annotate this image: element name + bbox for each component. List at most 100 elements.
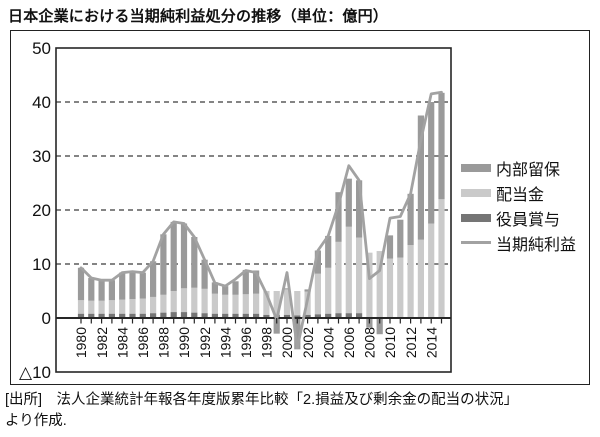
bar-segment-配当金-1987 [150,296,157,314]
y-tick-label-30: 30 [32,147,51,166]
bar-segment-内部留保-1982 [98,280,105,301]
bar-segment-内部留保-2012 [407,193,414,246]
legend-bar-swatch-icon [461,188,491,197]
x-tick-label-2004: 2004 [320,327,336,358]
y-tick-label-0: 0 [42,309,51,328]
bar-segment-配当金-1998 [263,291,270,315]
bar-segment-配当金-2006 [345,226,352,314]
bar-segment-内部留保-1993 [211,282,218,294]
bar-segment-内部留保-1983 [108,280,115,301]
legend-label: 内部留保 [496,161,561,179]
bar-segment-配当金-2010 [386,258,394,318]
bar-segment-内部留保-1985 [129,271,136,300]
x-tick-label-1988: 1988 [156,327,172,358]
bar-segment-配当金-1981 [88,300,95,314]
x-tick-label-1994: 1994 [217,327,233,358]
bar-segment-配当金-2005 [335,241,342,314]
source-caption-line1: [出所] 法人企業統計年報各年度版累年比較「2.損益及び剰余金の配当の状況」 [5,392,519,408]
bar-segment-内部留保-2004 [325,235,332,268]
x-tick-label-1982: 1982 [94,327,110,358]
bar-segment-内部留保-1990 [180,223,188,289]
bar-segment-配当金-1990 [180,288,188,313]
bar-segment-役員賞与-2004 [325,313,332,318]
bar-segment-配当金-1982 [98,300,105,314]
bar-segment-内部留保-1986 [139,272,146,299]
plot-border [55,47,452,373]
legend-bar-swatch-icon [461,213,491,222]
net-profit-line [79,90,443,350]
bar-segment-内部留保-2002 [304,289,311,292]
bar-segment-役員賞与-1990 [180,312,188,318]
chart-title: 日本企業における当期純利益処分の推移（単位：億円） [8,8,389,25]
bar-segment-内部留保-1999 [273,318,280,334]
bar-segment-役員賞与-1987 [150,313,157,318]
chart-frame: 50 40 30 20 10 0 △10 1980 1982 1984 1986 1988 1990 19… [10,30,590,385]
bar-segment-配当金-2001 [294,291,301,316]
bar-segment-役員賞与-2000 [283,314,291,318]
bar-segment-配当金-1996 [242,294,249,314]
bar-segment-役員賞与-1996 [242,313,249,318]
bar-segment-内部留保-2006 [345,178,352,227]
bar-segment-内部留保-1991 [191,237,198,288]
bar-segment-配当金-1994 [222,294,229,314]
bar-segment-役員賞与-1984 [119,313,126,318]
bar-segment-配当金-1993 [211,293,218,314]
bar-segment-内部留保-2010 [386,235,394,259]
bar-segment-内部留保-1989 [170,221,177,291]
bar-segment-配当金-1991 [191,287,198,313]
legend-label: 役員賞与 [496,211,561,229]
bar-segment-内部留保-1996 [242,269,249,295]
bar-segment-配当金-2014 [428,223,435,318]
bar-segment-配当金-1999 [273,291,280,315]
x-tick-label-1986: 1986 [135,327,151,358]
x-tick-label-2012: 2012 [403,327,419,358]
x-tick-label-1990: 1990 [176,327,192,358]
bar-segment-配当金-2003 [314,273,321,315]
x-tick-label-2014: 2014 [423,327,439,358]
y-tick-label-△10: △10 [19,363,51,382]
legend-item-1: 配当金 [461,183,576,204]
x-tick-label-1984: 1984 [114,327,130,358]
bar-segment-役員賞与-1982 [98,313,105,318]
legend-label: 当期純利益 [496,236,577,254]
bar-segment-内部留保-1995 [232,281,239,295]
legend-item-2: 役員賞与 [461,208,576,229]
bar-segment-役員賞与-1992 [201,313,208,318]
bar-segment-配当金-1992 [201,288,208,314]
y-tick-label-20: 20 [32,201,51,220]
bar-segment-内部留保-2009 [376,318,383,335]
bar-segment-役員賞与-1997 [253,313,260,318]
bar-segment-配当金-2011 [397,257,404,318]
bar-segment-配当金-2012 [407,245,414,318]
bar-segment-内部留保-2013 [417,115,424,240]
bar-segment-内部留保-2003 [314,250,321,274]
x-tick-label-1996: 1996 [238,327,254,358]
bar-segment-内部留保-2007 [356,180,363,238]
legend-item-0: 内部留保 [461,158,576,179]
legend-item-3: 当期純利益 [461,233,577,254]
bar-segment-役員賞与-2006 [345,313,352,318]
bar-segment-役員賞与-1993 [211,313,218,318]
bar-segment-内部留保-2014 [428,102,435,224]
bar-segment-役員賞与-2002 [304,314,311,318]
bar-segment-配当金-1980 [77,300,85,314]
bar-segment-役員賞与-1981 [88,313,95,318]
bar-segment-内部留保-1984 [119,272,126,300]
bar-segment-役員賞与-1998 [263,314,270,318]
legend-line-swatch-icon [461,241,491,244]
bar-segment-内部留保-1994 [222,286,229,295]
bar-segment-役員賞与-2007 [356,313,363,318]
x-tick-label-2006: 2006 [341,327,357,358]
bar-segment-配当金-2004 [325,267,332,314]
bar-segment-配当金-2009 [376,251,383,318]
bar-segment-配当金-2013 [417,239,424,318]
bar-segment-内部留保-1988 [160,234,167,295]
bar-segment-内部留保-1981 [88,278,95,301]
bar-segment-役員賞与-1986 [139,313,146,318]
bar-segment-配当金-1988 [160,294,167,313]
bar-segment-役員賞与-2005 [335,313,342,318]
bar-segment-内部留保-2000 [283,288,291,290]
bar-segment-役員賞与-1983 [108,313,115,318]
x-tick-label-1980: 1980 [73,327,89,358]
